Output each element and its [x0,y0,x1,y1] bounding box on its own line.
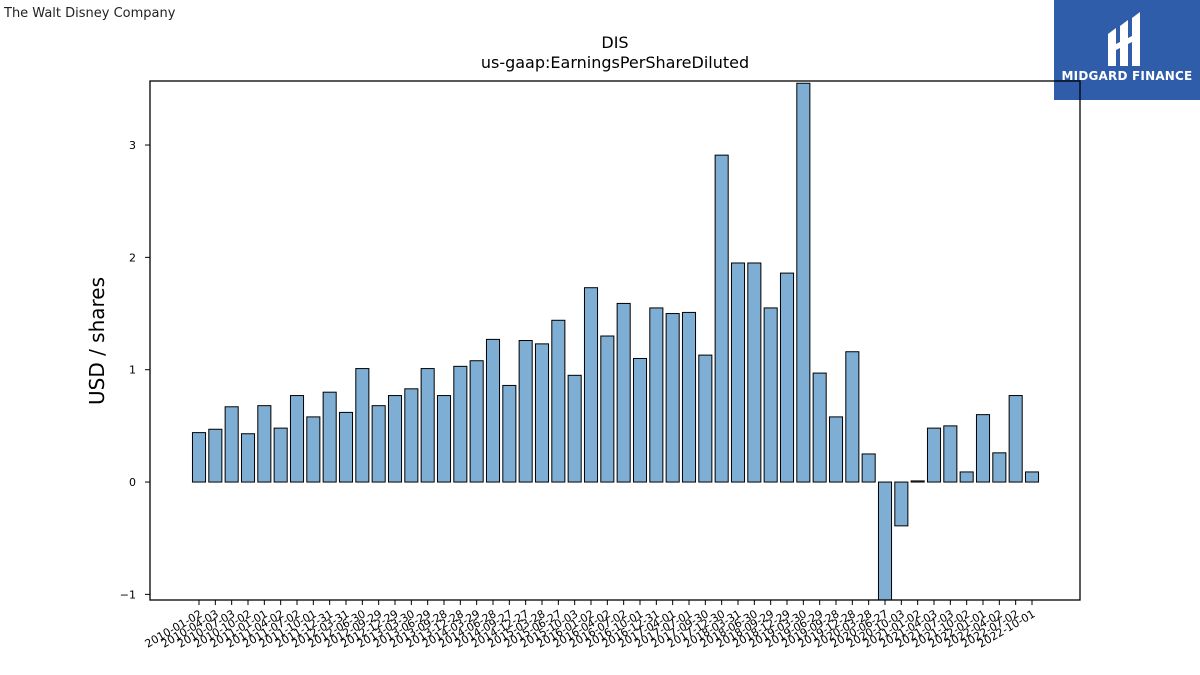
bar-2016-04-02 [600,335,615,483]
bar-2020-06-27 [877,481,893,601]
bar-2017-09-30 [698,354,713,483]
bar-2017-04-01 [665,313,680,483]
bar-2013-09-28 [436,395,452,483]
brand-mark-icon [1108,12,1140,66]
bar-2011-10-01 [306,416,321,483]
bar-2019-03-30 [796,82,811,483]
bar-2016-07-02 [616,302,631,483]
y-tick-label: 0 [129,476,136,489]
company-logo-text: The Walt Disney Company [4,6,176,21]
bar-2019-12-28 [845,351,860,483]
y-tick-label: 3 [129,139,136,152]
bar-2016-10-01 [632,357,648,483]
bar-2012-09-29 [371,405,386,483]
bar-2013-06-29 [420,368,435,483]
bar-2015-06-27 [551,319,566,483]
bar-2013-12-28 [453,365,468,483]
bar-2014-09-27 [502,384,517,483]
chart-subtitle: us-gaap:EarningsPerShareDiluted [481,53,749,72]
bar-2018-06-30 [747,262,762,483]
bar-2014-06-28 [485,338,501,483]
bars-group [191,82,1040,601]
bar-2014-12-27 [518,340,533,483]
bar-2021-04-03 [926,427,942,483]
x-axis: 2010-01-022010-04-032010-07-032010-10-02… [143,600,1038,651]
brand-logo: MIDGARD FINANCE [1054,0,1200,100]
bar-2022-01-01 [975,414,991,483]
bar-2021-01-02 [910,480,925,483]
bar-2018-03-31 [730,262,746,483]
brand-name: MIDGARD FINANCE [1061,69,1193,83]
bar-2022-10-01 [1024,471,1040,483]
y-tick-label: 1 [129,364,136,377]
chart-title: DIS [601,33,628,52]
bar-2022-04-02 [992,452,1007,483]
y-tick-label: −1 [120,588,136,601]
bar-2015-10-03 [567,374,582,483]
bar-2017-07-01 [681,311,697,483]
bar-2021-07-03 [943,425,958,483]
bar-2020-10-03 [894,481,909,527]
bar-2015-03-28 [534,343,550,483]
bar-2010-10-02 [240,433,256,483]
y-axis: −1 0 1 2 3 [120,139,150,601]
bar-2013-03-30 [404,388,419,483]
y-axis-label: USD / shares [85,277,109,405]
bar-2021-10-02 [959,471,974,483]
plot-frame [149,80,1081,601]
bar-2019-06-29 [812,372,827,483]
bar-2012-06-30 [355,368,370,483]
bar-2016-12-31 [649,307,664,483]
bar-2020-03-28 [861,453,876,483]
y-tick-label: 2 [129,251,136,264]
bar-2022-07-02 [1008,395,1023,483]
bar-2019-09-28 [828,416,844,483]
company-logo: The Walt Disney Company [4,6,175,21]
bar-2016-01-02 [583,287,599,483]
bar-2017-12-30 [714,154,729,483]
bar-2010-07-03 [224,406,239,483]
bar-2011-01-01 [257,405,272,483]
bar-2018-12-29 [779,272,795,483]
bar-2011-04-02 [273,427,288,483]
bar-2012-03-31 [338,411,354,483]
bar-2018-09-29 [763,307,778,483]
bar-2011-07-02 [289,395,305,483]
bar-2014-03-29 [469,360,484,483]
bar-2012-12-29 [387,395,403,483]
bar-2010-04-03 [208,428,223,483]
bar-2010-01-02 [191,432,207,483]
bar-2011-12-31 [322,391,337,483]
